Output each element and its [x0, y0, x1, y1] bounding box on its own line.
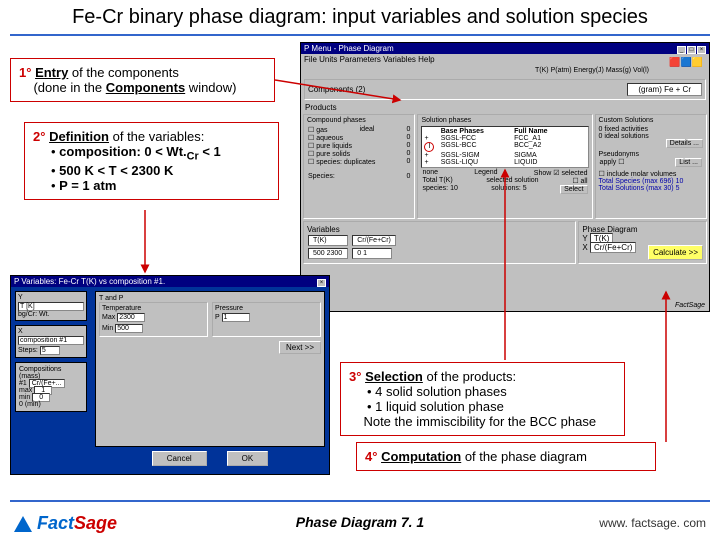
- variables-window: P Variables: Fe-Cr T(K) vs composition #…: [10, 275, 330, 475]
- pressure-box: Pressure P 1: [212, 302, 321, 337]
- callout-rest: of the components: [68, 65, 179, 80]
- phase-diagram-panel: Phase Diagram Y T(K) X Cr/(Fe+Cr) Calcul…: [578, 221, 707, 264]
- callout-selection: 3° Selection of the products: 4 solid so…: [340, 362, 625, 436]
- compound-row[interactable]: pure solids0: [307, 150, 411, 158]
- callout-rest: of the products:: [423, 369, 516, 384]
- window-titlebar[interactable]: P Menu - Phase Diagram _□×: [301, 43, 709, 54]
- callout-number: 1°: [19, 65, 31, 80]
- window-controls: _□×: [676, 44, 706, 53]
- var-b-label[interactable]: Cr/(Fe+Cr): [352, 235, 396, 246]
- solution-row[interactable]: ISGSL-BCCBCC_A2: [423, 142, 586, 152]
- compound-row[interactable]: species: duplicates0: [307, 158, 411, 166]
- custom-solutions-panel: Custom Solutions 0 fixed activities 0 id…: [595, 114, 707, 219]
- callout-bullet: 1 liquid solution phase: [367, 399, 616, 414]
- maximize-icon[interactable]: □: [687, 46, 696, 54]
- list-button[interactable]: List ...: [675, 158, 702, 167]
- arrow-2: [140, 210, 160, 280]
- panel-title: Compound phases: [307, 117, 411, 124]
- title-prefix: Fe-Cr: [72, 6, 123, 28]
- window-titlebar[interactable]: P Variables: Fe-Cr T(K) vs composition #…: [11, 276, 329, 287]
- compositions-panel: Compositions (mass) #1 Cr/(Fe+... max 1 …: [15, 362, 87, 412]
- callout-rest: of the variables:: [109, 129, 204, 144]
- arrow-4: [656, 287, 676, 445]
- callout-lead: Selection: [365, 369, 423, 384]
- solution-row[interactable]: +SGSL-FCCFCC_A1: [423, 135, 586, 142]
- page-title: Fe-Cr binary phase diagram: input variab…: [0, 6, 720, 29]
- calculate-button[interactable]: Calculate >>: [648, 245, 703, 260]
- temperature-box: Temperature Max 2300 Min 500: [99, 302, 208, 337]
- compound-phases-panel: Compound phases gasideal0 aqueous0 pure …: [303, 114, 415, 219]
- x-axis-box[interactable]: X composition #1 Steps: 5: [15, 325, 87, 358]
- variables-panel: Variables T(K) Cr/(Fe+Cr) 500 2300 0 1: [303, 221, 576, 264]
- y-axis-box[interactable]: Y T [K] bg/Cr: Wt.: [15, 291, 87, 321]
- panel-title: Custom Solutions: [599, 117, 703, 124]
- arrow-1: [275, 70, 405, 110]
- callout-number: 2°: [33, 129, 45, 144]
- var-b-value[interactable]: 0 1: [352, 248, 392, 259]
- tp-column: T and P Temperature Max 2300 Min 500 Pre…: [91, 287, 329, 474]
- var-a-value[interactable]: 500 2300: [308, 248, 348, 259]
- callout-bullet: composition: 0 < Wt.Cr < 1: [51, 144, 270, 163]
- panel-title: Variables: [307, 225, 572, 234]
- callout-number: 3°: [349, 369, 361, 384]
- cancel-button[interactable]: Cancel: [152, 451, 207, 466]
- callout-definition: 2° Definition of the variables: composit…: [24, 122, 279, 200]
- callout-bullet: P = 1 atm: [51, 178, 270, 193]
- footer-url: www. factsage. com: [599, 516, 706, 530]
- callout-bullet: 500 K < T < 2300 K: [51, 163, 270, 178]
- arrow-3: [500, 165, 520, 365]
- title-rule: [10, 34, 710, 36]
- menu-bar[interactable]: File Units Parameters Variables Help: [301, 54, 709, 65]
- close-icon[interactable]: ×: [317, 279, 326, 287]
- footer-rule: [10, 500, 710, 502]
- t-and-p-panel: T and P Temperature Max 2300 Min 500 Pre…: [95, 291, 325, 447]
- callout-note: Note the immiscibility for the BCC phase: [363, 414, 596, 429]
- callout-computation: 4° Computation of the phase diagram: [356, 442, 656, 471]
- axis-column: Y T [K] bg/Cr: Wt. X composition #1 Step…: [11, 287, 91, 474]
- callout-sub: (done in the: [33, 80, 105, 95]
- window-controls: ×: [316, 277, 326, 286]
- callout-bullet: 4 solid solution phases: [367, 384, 616, 399]
- app-icons: 🟥🟦🟨: [669, 57, 703, 68]
- callout-lead: Computation: [381, 449, 461, 464]
- callout-lead: Entry: [35, 65, 68, 80]
- details-button[interactable]: Details ...: [666, 139, 703, 148]
- next-button[interactable]: Next >>: [279, 341, 321, 354]
- solution-row[interactable]: +SGSL-SIGMSIGMA: [423, 152, 586, 159]
- callout-rest: of the phase diagram: [461, 449, 587, 464]
- components-value[interactable]: (gram) Fe + Cr: [627, 83, 702, 96]
- species-total: Species:0: [307, 173, 411, 180]
- callout-entry: 1° Entry of the components (done in the …: [10, 58, 275, 102]
- immiscibility-marker: I: [424, 142, 434, 152]
- close-icon[interactable]: ×: [697, 46, 706, 54]
- brand-label: FactSage: [675, 302, 705, 309]
- select-button[interactable]: Select: [560, 185, 587, 194]
- callout-lead: Definition: [49, 129, 109, 144]
- total-solutions: Total Solutions (max 30) 5: [599, 185, 703, 192]
- ok-button[interactable]: OK: [227, 451, 269, 466]
- dialog-buttons: Cancel OK: [95, 447, 325, 470]
- var-a-label[interactable]: T(K): [308, 235, 348, 246]
- solution-listbox[interactable]: Base Phases Full Name +SGSL-FCCFCC_A1 IS…: [421, 126, 588, 168]
- panel-title: Solution phases: [421, 117, 588, 124]
- total-species: Total Species (max 696) 10: [599, 178, 703, 185]
- compound-row[interactable]: pure liquids0: [307, 142, 411, 150]
- callout-sub-b: Components: [106, 80, 185, 95]
- window-title: P Menu - Phase Diagram: [304, 44, 394, 53]
- callout-sub-end: window): [185, 80, 236, 95]
- callout-number: 4°: [365, 449, 377, 464]
- title-rest: binary phase diagram: input variables an…: [123, 6, 648, 28]
- pseudonyms-title: Pseudonyms: [599, 151, 703, 158]
- compound-row[interactable]: gasideal0: [307, 126, 411, 134]
- compound-row[interactable]: aqueous0: [307, 134, 411, 142]
- minimize-icon[interactable]: _: [677, 46, 686, 54]
